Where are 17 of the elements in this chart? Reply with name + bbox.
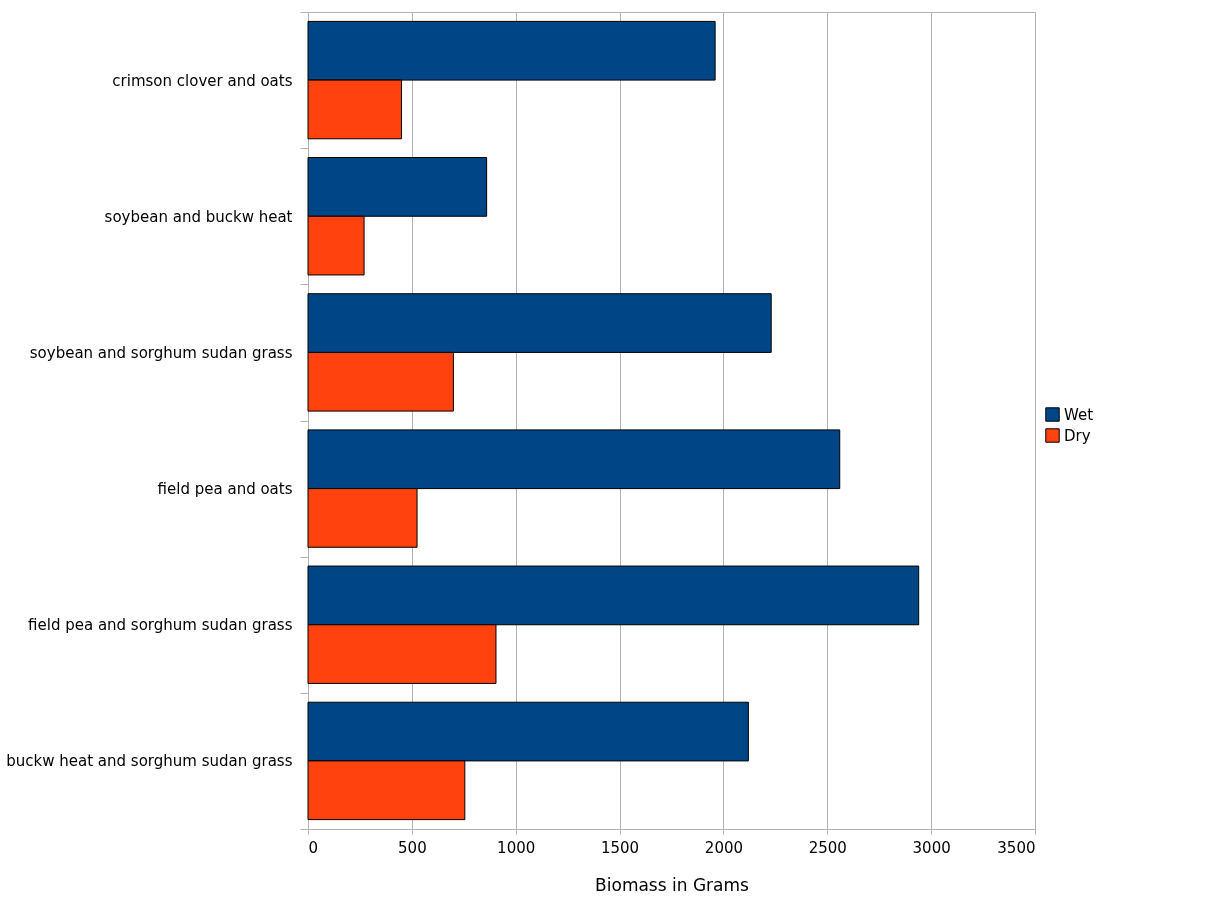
y-tick-label: soybean and sorghum sudan grass [29,343,293,362]
x-tick-label: 1500 [600,838,640,857]
y-tick-label: buckw heat and sorghum sudan grass [6,752,293,771]
y-tick-label: crimson clover and oats [112,71,293,90]
x-tick-label: 3000 [912,838,951,857]
x-tick-label: 500 [398,838,427,857]
x-tick-label: 3500 [997,838,1036,857]
x-tick-label: 2000 [704,838,744,857]
x-axis-title: Biomass in Grams [595,874,750,895]
x-tick-label: 1000 [497,838,536,857]
y-tick-label: field pea and oats [157,480,293,499]
legend-label: Wet [1064,405,1094,424]
x-tick-label: 0 [308,838,319,857]
y-tick-label: soybean and buckw heat [104,207,293,226]
x-tick-label: 2500 [808,838,847,857]
y-tick-label: field pea and sorghum sudan grass [28,616,293,635]
legend-label: Dry [1064,426,1091,445]
